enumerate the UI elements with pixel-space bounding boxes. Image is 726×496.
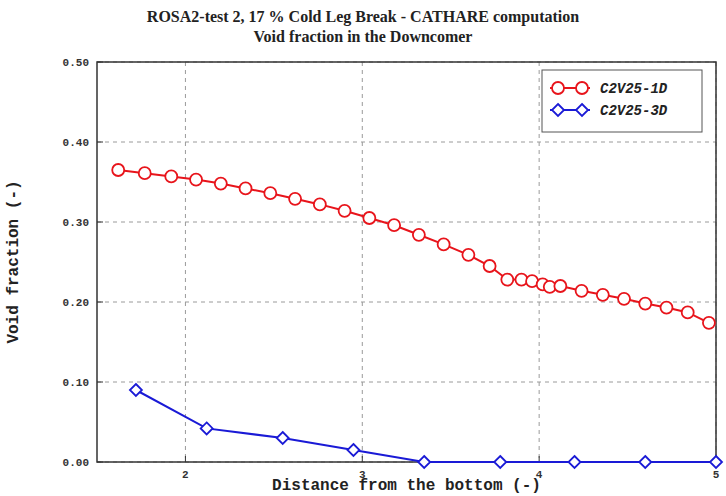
series-marker — [165, 170, 177, 182]
y-tick — [97, 302, 103, 303]
x-tick — [185, 456, 186, 462]
y-grid-line — [97, 382, 716, 383]
x-grid-line — [362, 62, 363, 462]
y-tick-label: 0.10 — [63, 377, 89, 389]
x-tick-label: 5 — [713, 469, 720, 481]
series-marker — [618, 293, 630, 305]
series-line — [136, 390, 716, 462]
y-axis-label: Void fraction (-) — [5, 180, 23, 343]
grid — [97, 62, 716, 462]
series-marker — [388, 219, 400, 231]
y-tick — [97, 62, 103, 63]
series-marker — [554, 280, 566, 292]
x-tick — [362, 456, 363, 462]
series-marker — [289, 193, 301, 205]
series-marker — [347, 444, 359, 456]
y-grid-line — [97, 222, 716, 223]
series-marker — [314, 198, 326, 210]
legend-marker — [552, 82, 564, 94]
series-marker — [494, 456, 506, 468]
axes: 23450.000.100.200.300.400.50 — [63, 57, 720, 481]
y-tick-label: 0.50 — [63, 57, 89, 69]
series-marker — [462, 249, 474, 261]
legend-label: C2V25-1D — [600, 81, 668, 97]
y-tick-label: 0.00 — [63, 457, 89, 469]
series-marker — [576, 285, 588, 297]
series-marker — [339, 205, 351, 217]
series-marker — [597, 289, 609, 301]
plot-frame — [97, 62, 716, 462]
series-marker — [418, 456, 430, 468]
legend-label: C2V25-3D — [600, 103, 668, 119]
y-tick — [97, 222, 103, 223]
legend-marker — [552, 104, 564, 116]
series-marker — [240, 182, 252, 194]
series-marker — [277, 432, 289, 444]
x-tick-label: 2 — [182, 469, 189, 481]
legend: C2V25-1D C2V25-3D — [542, 70, 702, 132]
series-marker — [190, 174, 202, 186]
y-tick-label: 0.20 — [63, 297, 89, 309]
subtitle: Void fraction in the Downcomer — [254, 28, 473, 45]
plot-data — [112, 164, 722, 468]
y-tick — [97, 382, 103, 383]
x-grid-line — [539, 62, 540, 462]
series-marker — [264, 187, 276, 199]
x-grid-line — [185, 62, 186, 462]
series-marker — [139, 167, 151, 179]
series-line — [118, 170, 709, 323]
legend-marker — [576, 104, 588, 116]
series-marker — [710, 456, 722, 468]
series-marker — [130, 384, 142, 396]
legend-box — [542, 70, 702, 132]
y-grid-line — [97, 142, 716, 143]
chart: ROSA2-test 2, 17 % Cold Leg Break - CATH… — [0, 0, 726, 496]
series-marker — [639, 298, 651, 310]
series-marker — [660, 302, 672, 314]
title: ROSA2-test 2, 17 % Cold Leg Break - CATH… — [147, 8, 579, 26]
series-marker — [215, 178, 227, 190]
series-marker — [112, 164, 124, 176]
series-marker — [201, 422, 213, 434]
y-tick-label: 0.40 — [63, 137, 89, 149]
legend-marker — [576, 82, 588, 94]
series-marker — [569, 456, 581, 468]
series-marker — [501, 274, 513, 286]
y-tick — [97, 142, 103, 143]
series-marker — [413, 229, 425, 241]
y-tick-label: 0.30 — [63, 217, 89, 229]
series-marker — [703, 317, 715, 329]
series-marker — [639, 456, 651, 468]
series-marker — [484, 260, 496, 272]
y-tick — [97, 462, 103, 463]
series-marker — [682, 306, 694, 318]
series-marker — [363, 212, 375, 224]
x-axis-label: Distance from the bottom (-) — [272, 477, 541, 495]
series-marker — [438, 238, 450, 250]
